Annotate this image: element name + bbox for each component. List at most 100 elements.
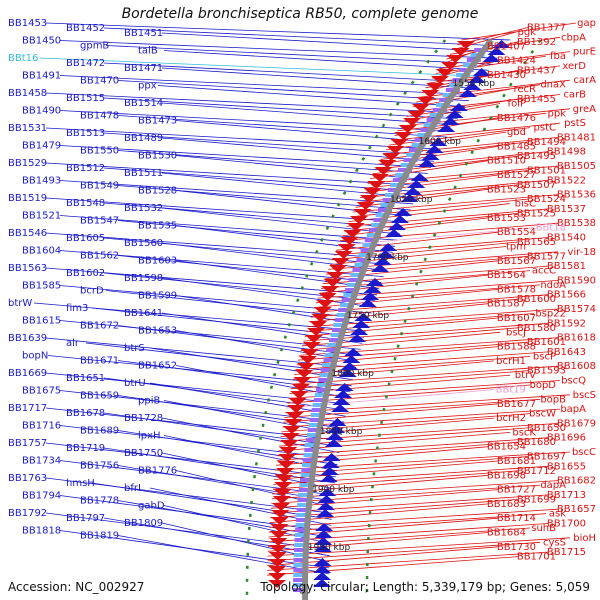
right-connector-line: [372, 155, 519, 175]
right-gene-label: BB1618: [557, 333, 596, 344]
forward-gene-arrow: [331, 404, 350, 412]
left-connector-line: [117, 80, 469, 102]
left-gene-label: btrS: [124, 343, 145, 354]
right-connector-line: [284, 398, 541, 418]
forward-gene-arrow: [316, 509, 335, 517]
right-gene-label: BB1650: [527, 423, 566, 434]
forward-gene-arrow: [449, 103, 468, 111]
right-gene-label: BB1498: [547, 147, 586, 158]
reverse-gene-arrow: [295, 370, 314, 378]
gene-category-block: [301, 468, 316, 472]
right-gene-label: bcrH2: [496, 413, 526, 424]
forward-gene-arrow: [403, 187, 422, 195]
forward-gene-arrow: [445, 110, 464, 118]
gene-category-block: [297, 498, 312, 502]
right-connector-line: [362, 174, 499, 194]
left-gene-label: btrU: [124, 378, 146, 389]
gene-category-block: [299, 483, 314, 487]
reverse-gene-arrow: [378, 160, 397, 168]
right-gene-label: bscJ: [506, 327, 526, 338]
reverse-gene-arrow: [446, 55, 465, 63]
forward-gene-arrow: [354, 313, 373, 321]
left-gene-label: BB1678: [66, 408, 105, 419]
left-gene-label: BB1792: [8, 508, 47, 519]
right-gene-label: BB1377: [527, 23, 566, 34]
right-connector-line: [274, 456, 529, 476]
left-gene-label: bopN: [22, 351, 48, 362]
right-gene-label: BB1601: [527, 337, 566, 348]
reverse-gene-arrow: [281, 433, 300, 441]
forward-gene-arrow: [342, 355, 361, 363]
left-gene-label: BB1453: [8, 18, 47, 29]
gene-category-block: [310, 413, 325, 417]
forward-gene-arrow: [328, 418, 347, 426]
forward-gene-arrow: [463, 82, 482, 90]
left-gene-label: BB1470: [80, 76, 119, 87]
right-gene-label: BB1588: [497, 342, 536, 353]
gene-category-block: [313, 398, 328, 402]
right-connector-line: [267, 541, 541, 562]
left-gene-label: BB1652: [138, 361, 177, 372]
right-gene-label: dnaX: [540, 80, 566, 91]
forward-gene-arrow: [334, 390, 353, 398]
gene-category-block: [326, 348, 341, 352]
left-connector-line: [103, 62, 481, 83]
gene-category-block: [350, 273, 365, 277]
right-gene-label: BB1683: [487, 499, 526, 510]
reverse-gene-arrow: [363, 188, 382, 196]
right-gene-label: BBt18: [536, 223, 566, 234]
right-gene-label: pstC: [534, 123, 556, 134]
right-connector-line: [279, 423, 559, 442]
reverse-gene-arrow: [268, 566, 287, 574]
forward-strand-gene-arrows: [313, 40, 511, 587]
left-gene-label: BB1479: [22, 141, 61, 152]
right-connector-line: [268, 527, 531, 547]
right-gene-label: BB1593: [527, 366, 566, 377]
forward-gene-arrow: [472, 68, 491, 76]
gene-category-block: [295, 523, 310, 527]
reverse-gene-arrow: [353, 209, 372, 217]
right-connector-line: [355, 188, 489, 208]
right-gene-label: bscW: [529, 409, 556, 420]
forward-gene-arrow: [437, 124, 456, 132]
gene-category-block: [302, 463, 316, 467]
right-gene-label: pgk: [518, 27, 537, 38]
gene-category-block: [294, 533, 309, 537]
forward-gene-arrow: [315, 523, 334, 531]
right-gene-label: BB1540: [547, 233, 586, 244]
gene-category-block: [347, 283, 361, 287]
reverse-gene-arrow: [367, 181, 386, 189]
left-gene-label: BB1672: [80, 321, 119, 332]
reverse-gene-arrow: [311, 314, 330, 322]
right-connector-line: [288, 380, 561, 399]
forward-gene-arrow: [348, 334, 367, 342]
right-gene-label: bscK: [512, 427, 536, 438]
right-connector-line: [324, 260, 499, 280]
right-gene-label: BB1430: [487, 70, 526, 81]
left-gene-label: BB1757: [8, 438, 47, 449]
reverse-gene-arrow: [273, 489, 292, 497]
gene-category-block: [318, 378, 333, 382]
reverse-gene-arrow: [403, 118, 422, 126]
forward-gene-arrow: [321, 460, 340, 468]
reverse-gene-arrow: [284, 419, 303, 427]
right-connector-line: [342, 217, 489, 237]
reverse-gene-arrow: [356, 202, 375, 210]
forward-gene-arrow: [350, 327, 369, 335]
right-gene-label: BB1699: [517, 494, 556, 505]
forward-gene-arrow: [324, 439, 343, 447]
right-connector-line: [391, 122, 561, 141]
left-gene-label: gabD: [138, 501, 165, 512]
gene-category-block: [329, 338, 343, 342]
forward-gene-arrow: [313, 579, 332, 587]
left-gene-label: BB1659: [80, 391, 119, 402]
right-gene-label: gap: [577, 18, 596, 29]
forward-gene-arrow: [325, 432, 344, 440]
right-gene-label: suhB: [531, 523, 556, 534]
kbp-tick-label: 1850 kbp: [320, 427, 363, 437]
left-gene-label: BB1641: [124, 308, 163, 319]
left-gene-label: BB1776: [138, 466, 177, 477]
forward-gene-arrow: [314, 530, 333, 538]
left-gene-label: BB1514: [124, 98, 163, 109]
right-gene-label: bopB: [540, 394, 566, 405]
